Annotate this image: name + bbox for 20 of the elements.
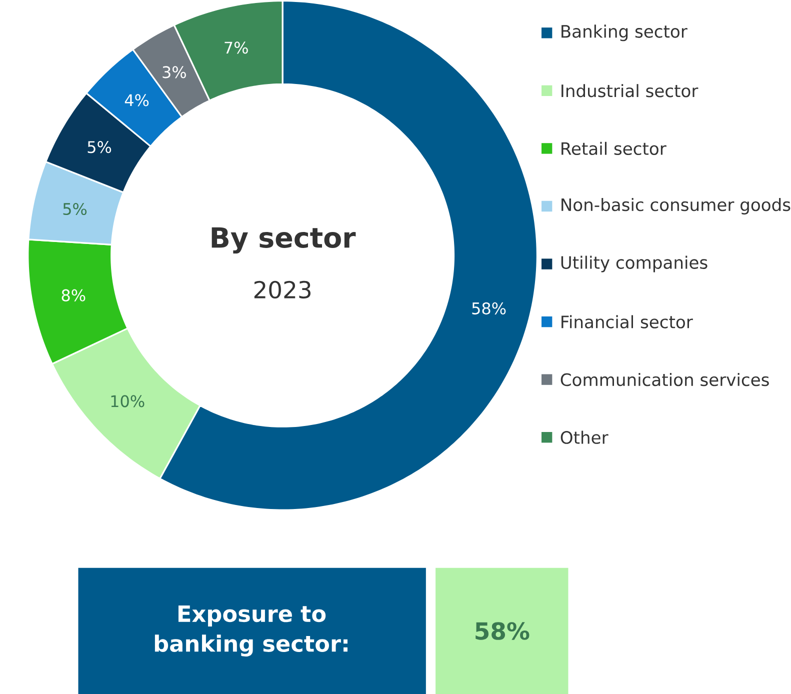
data-label: 58%: [472, 302, 506, 314]
data-label: 5%: [63, 202, 87, 215]
text: 58%: [476, 622, 530, 640]
data-label: 10%: [111, 395, 144, 408]
text: By sector: [212, 227, 356, 254]
legend-label: Financial sector: [562, 315, 693, 328]
data-label: 8%: [62, 289, 86, 302]
legend-label: Non-basic consumer goods: [562, 198, 790, 214]
text: Exposure to banking sector:: [154, 605, 348, 656]
text: 2023: [254, 280, 310, 298]
legend-label: Banking sector: [562, 24, 688, 42]
legend-label: Other: [560, 430, 608, 444]
data-label: 7%: [224, 42, 248, 54]
data-label: 5%: [88, 140, 112, 154]
legend-label: Retail sector: [562, 142, 666, 155]
data-label: 4%: [124, 94, 149, 106]
data-label: 3%: [162, 66, 186, 78]
legend-label: Communication services: [560, 372, 769, 386]
legend-label: Utility companies: [561, 256, 708, 272]
legend-label: Industrial sector: [562, 84, 698, 98]
